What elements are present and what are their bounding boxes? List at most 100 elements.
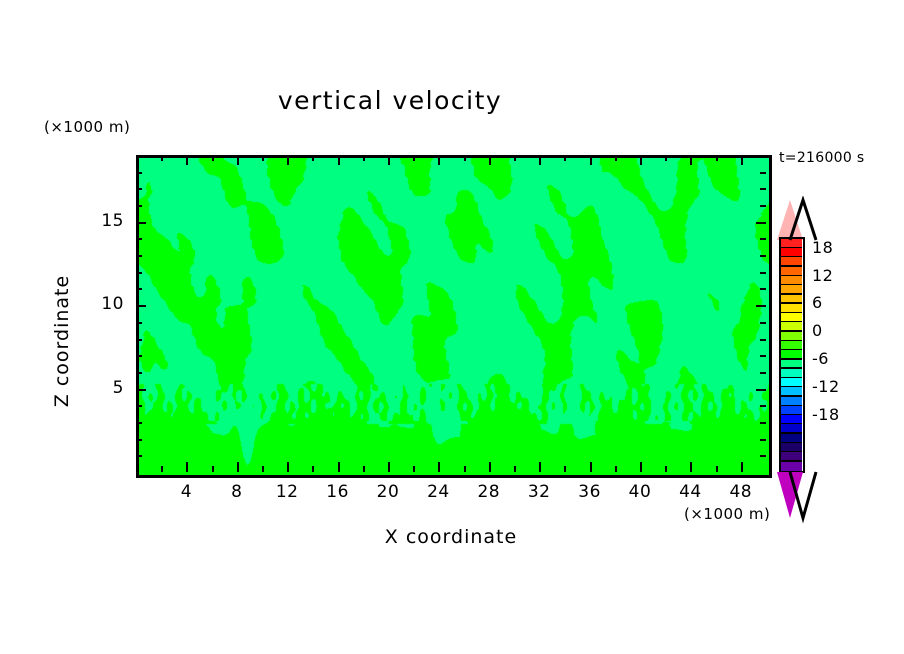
y-axis-title: Z coordinate <box>51 274 73 408</box>
colorbar-band <box>780 340 802 350</box>
x-major-tick <box>589 462 592 472</box>
x-minor-tick-top <box>715 155 718 161</box>
x-minor-tick-top <box>514 155 516 161</box>
colorbar-tick-label: -12 <box>812 376 840 396</box>
x-major-tick <box>186 462 189 472</box>
colorbar-band-separator <box>780 293 802 295</box>
y-minor-tick-right <box>760 205 766 208</box>
y-major-tick <box>136 388 146 391</box>
x-major-tick-top <box>589 155 592 165</box>
x-major-tick <box>539 462 542 472</box>
colorbar-band <box>780 386 802 397</box>
colorbar-band <box>780 238 802 248</box>
colorbar-band <box>780 284 802 295</box>
x-minor-tick-top <box>614 155 617 161</box>
colorbar-band <box>780 256 802 267</box>
colorbar-band-separator <box>780 413 802 416</box>
colorbar-tick-label: 18 <box>812 237 834 257</box>
y-minor-tick-right <box>760 421 766 424</box>
contour-canvas <box>139 158 769 475</box>
y-major-tick-right <box>756 221 766 224</box>
y-minor-tick <box>136 421 142 424</box>
x-tick-label: 12 <box>275 482 299 502</box>
colorbar-band-separator <box>780 385 802 388</box>
y-minor-tick-right <box>760 238 766 241</box>
x-major-tick-top <box>539 155 542 165</box>
x-minor-tick-top <box>161 155 164 161</box>
y-minor-tick-right <box>760 371 766 374</box>
x-minor-tick <box>413 466 416 472</box>
colorbar-band <box>780 395 802 406</box>
colorbar-band <box>780 405 802 415</box>
x-major-tick-top <box>236 155 239 165</box>
x-major-tick-top <box>287 155 290 165</box>
colorbar-band <box>780 367 802 378</box>
colorbar-band <box>780 302 802 313</box>
colorbar-tick-label: 6 <box>812 293 823 313</box>
x-minor-tick-top <box>413 155 416 161</box>
colorbar-band-separator <box>780 460 802 462</box>
colorbar-cap-outline <box>788 196 818 524</box>
x-major-tick-top <box>337 155 340 165</box>
colorbar-band-separator <box>780 358 802 360</box>
colorbar-band <box>780 247 802 258</box>
colorbar-tick-label: -18 <box>812 404 840 424</box>
colorbar-band-separator <box>780 423 802 425</box>
colorbar-band <box>780 358 802 369</box>
x-tick-label: 8 <box>231 482 243 502</box>
colorbar-band-separator <box>780 376 802 379</box>
y-minor-tick <box>136 338 142 341</box>
colorbar-band-separator <box>780 330 802 332</box>
x-tick-label: 36 <box>578 482 601 502</box>
colorbar-under-arrow <box>777 472 803 518</box>
x-major-tick <box>287 462 290 472</box>
colorbar-tick-label: -6 <box>812 349 829 369</box>
colorbar-band-separator <box>780 265 802 267</box>
contour-field <box>139 158 769 475</box>
y-minor-tick <box>136 371 142 374</box>
colorbar-band <box>780 442 802 453</box>
x-major-tick <box>740 462 743 472</box>
colorbar-band-separator <box>780 321 802 323</box>
x-major-tick <box>337 462 340 472</box>
x-major-tick-top <box>438 155 441 165</box>
x-major-tick <box>640 462 642 472</box>
colorbar-band-separator <box>780 432 802 434</box>
x-major-tick <box>488 462 491 472</box>
x-major-tick <box>438 462 441 472</box>
y-minor-tick-right <box>760 271 766 274</box>
y-minor-tick-right <box>760 438 766 441</box>
y-minor-tick <box>136 455 142 458</box>
colorbar <box>780 238 802 471</box>
x-tick-label: 20 <box>376 482 400 502</box>
x-axis-title: X coordinate <box>384 526 518 548</box>
colorbar-band <box>780 423 802 434</box>
y-major-tick <box>136 305 146 308</box>
y-minor-tick <box>136 438 142 441</box>
y-major-tick-right <box>756 305 766 308</box>
y-minor-tick-right <box>760 321 766 324</box>
colorbar-band <box>780 330 802 341</box>
colorbar-band-separator <box>780 395 802 397</box>
y-minor-tick <box>136 205 142 208</box>
x-tick-label: 28 <box>477 482 501 502</box>
colorbar-band <box>780 377 802 388</box>
x-minor-tick-top <box>665 155 668 161</box>
y-minor-tick-right <box>760 338 766 341</box>
y-minor-tick <box>136 171 142 174</box>
x-minor-tick-top <box>564 155 567 161</box>
colorbar-band-separator <box>780 339 802 341</box>
x-tick-label: 40 <box>628 482 652 502</box>
colorbar-tick-label: 0 <box>812 321 823 341</box>
x-major-tick-top <box>640 155 642 165</box>
x-minor-tick <box>161 466 164 472</box>
colorbar-tick-label: 12 <box>812 265 834 285</box>
y-minor-tick <box>136 255 142 258</box>
y-minor-tick-right <box>760 255 766 258</box>
x-tick-label: 44 <box>679 482 702 502</box>
x-major-tick <box>388 462 390 472</box>
colorbar-band <box>780 460 802 471</box>
colorbar-band-separator <box>780 367 802 369</box>
y-minor-tick-right <box>760 171 766 174</box>
x-major-tick-top <box>388 155 390 165</box>
